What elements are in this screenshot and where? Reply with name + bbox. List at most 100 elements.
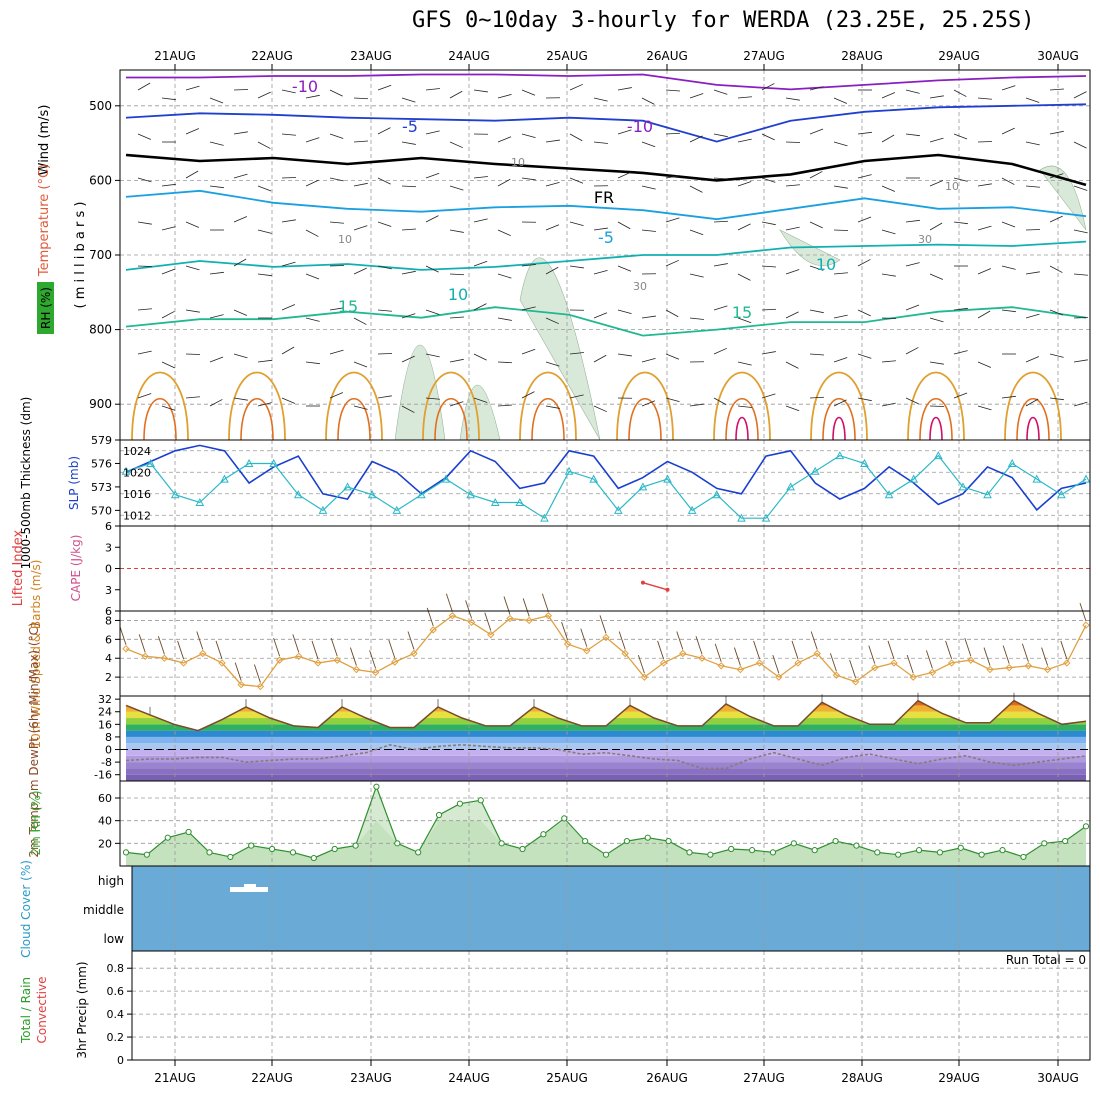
wind-barb bbox=[641, 97, 655, 105]
wind-barb bbox=[761, 265, 776, 268]
wind-barb bbox=[401, 185, 417, 188]
thickness-point bbox=[663, 474, 672, 483]
pressure-tick-label: 600 bbox=[89, 173, 112, 187]
wind-barb bbox=[809, 353, 824, 356]
contour-label: 10 bbox=[448, 285, 468, 304]
wind-barb bbox=[713, 263, 728, 267]
wind-barb bbox=[857, 131, 872, 135]
wind-barb bbox=[209, 97, 224, 104]
wind-barb-10m bbox=[138, 634, 146, 653]
thickness-point bbox=[712, 490, 722, 499]
wind-barb bbox=[977, 405, 992, 411]
wind-barb bbox=[281, 261, 296, 267]
temp-tick-label: 32 bbox=[98, 693, 112, 706]
wind-barb bbox=[185, 170, 199, 179]
wind-barb bbox=[281, 397, 296, 404]
wind-barb bbox=[329, 221, 344, 224]
cloud-ylabel: Cloud Cover (%) bbox=[19, 860, 33, 958]
thickness-point bbox=[810, 466, 820, 475]
wind-speed-point bbox=[199, 649, 207, 658]
top-date-label: 28AUG bbox=[841, 49, 883, 63]
warm-contour bbox=[713, 371, 771, 441]
precip-tick-label: 0 bbox=[117, 1054, 124, 1067]
temp-line bbox=[125, 699, 1087, 732]
wind-tick-label: 4 bbox=[105, 652, 112, 665]
wind-barb bbox=[641, 229, 656, 232]
wind-barb bbox=[305, 361, 320, 365]
wind-barb bbox=[497, 178, 511, 187]
wind-barb bbox=[377, 265, 392, 270]
wind-speed-point bbox=[391, 658, 399, 666]
isotherm-line bbox=[125, 306, 1087, 337]
wind-barb-10m bbox=[983, 647, 991, 666]
temp-tick-label: 24 bbox=[98, 706, 112, 719]
rh-point bbox=[1020, 853, 1027, 861]
wind-barb-10m bbox=[733, 647, 741, 666]
wind-barb bbox=[617, 221, 631, 230]
wind-speed-line bbox=[125, 614, 1087, 688]
wind-barb bbox=[833, 314, 848, 319]
contour-label: 15 bbox=[732, 303, 752, 322]
wind-barb bbox=[497, 93, 512, 99]
rh-point bbox=[206, 849, 213, 856]
wind-barb bbox=[761, 133, 775, 141]
li-point bbox=[665, 587, 670, 592]
wind-speed-point bbox=[621, 649, 629, 658]
wind-barb-10m bbox=[714, 643, 722, 662]
wind-barb-10m bbox=[311, 640, 319, 660]
thickness-point bbox=[909, 474, 919, 483]
wind-speed-point bbox=[659, 659, 668, 667]
wind-speed-point bbox=[1005, 663, 1013, 672]
wind-barb bbox=[521, 391, 535, 399]
slp-line bbox=[125, 444, 1087, 512]
wind-barb bbox=[233, 131, 248, 135]
wind-barb bbox=[137, 393, 152, 399]
wind-barb bbox=[401, 355, 415, 363]
wind-speed-point bbox=[448, 612, 457, 620]
wind-barb bbox=[617, 87, 632, 91]
wind-barb bbox=[929, 180, 944, 187]
hot-contour bbox=[143, 397, 177, 441]
wind-barb bbox=[1025, 97, 1040, 103]
wind-barb bbox=[497, 229, 511, 237]
thickness-point bbox=[121, 466, 131, 475]
wind-barb bbox=[737, 361, 752, 366]
wind-barb bbox=[593, 227, 608, 231]
wind-barb bbox=[161, 311, 175, 319]
rh-point bbox=[289, 849, 297, 856]
wind-barb bbox=[689, 403, 704, 407]
li-tick-label: 0 bbox=[105, 563, 112, 576]
chart-marks bbox=[119, 73, 1091, 892]
rh-point bbox=[748, 847, 756, 854]
pressure-tick-label: 500 bbox=[89, 99, 112, 113]
wind-speed-point bbox=[583, 646, 591, 655]
wind-speed-point bbox=[314, 659, 322, 667]
isotherm-line bbox=[125, 153, 1087, 187]
precip-tick-label: 0.6 bbox=[107, 985, 125, 998]
thickness-point bbox=[220, 474, 229, 483]
wind-barb bbox=[905, 219, 920, 223]
high-cloud-mark bbox=[230, 887, 268, 892]
rh-point bbox=[853, 842, 860, 849]
rh-tick-label: 60 bbox=[98, 792, 112, 805]
warm-contour bbox=[325, 371, 383, 441]
rh-ylabel: 2m RH (%) bbox=[29, 790, 43, 855]
wind-barb bbox=[497, 317, 512, 321]
wind-barb bbox=[377, 221, 392, 227]
wind-barb bbox=[809, 86, 824, 91]
wind-barb bbox=[377, 177, 391, 185]
wind-barb bbox=[713, 397, 727, 406]
wind-barb-10m bbox=[849, 659, 857, 678]
wind-barb bbox=[137, 221, 152, 225]
bottom-date-label: 30AUG bbox=[1037, 1071, 1079, 1085]
wind-speed-point bbox=[429, 626, 437, 634]
wind-barb bbox=[617, 309, 632, 315]
wind-barb bbox=[569, 265, 584, 269]
li-tick-label: 6 bbox=[105, 605, 112, 618]
top-date-label: 26AUG bbox=[646, 49, 688, 63]
wind-speed-point bbox=[851, 678, 860, 686]
wind-barb bbox=[1049, 309, 1064, 316]
wind-barb bbox=[929, 95, 944, 99]
rh-point bbox=[832, 837, 839, 845]
wind-barb bbox=[353, 182, 368, 187]
